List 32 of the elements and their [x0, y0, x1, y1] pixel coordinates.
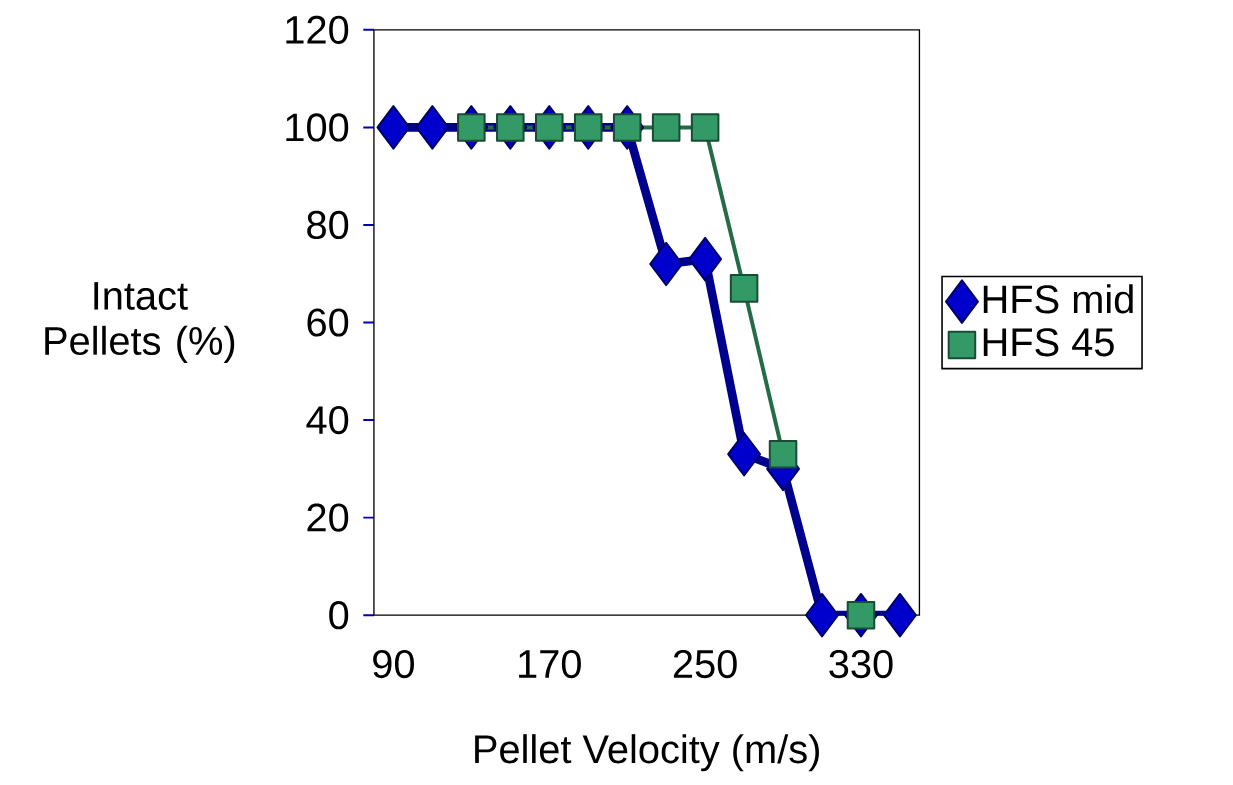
y-tick-label: 20 — [307, 503, 349, 532]
point — [846, 601, 876, 630]
legend-label: HFS mid — [983, 284, 1133, 314]
x-tick-label: 250 — [673, 650, 737, 679]
y-tick-label: 60 — [307, 308, 349, 337]
point — [883, 593, 917, 638]
y-tick-label: 120 — [286, 15, 349, 45]
y-tick-label: 0 — [329, 601, 349, 630]
x-tick-label: 90 — [373, 650, 414, 679]
point — [805, 593, 839, 638]
point — [727, 432, 762, 477]
point — [376, 105, 411, 150]
x-tick-label: 330 — [829, 650, 893, 679]
point — [729, 274, 759, 303]
x-tick-label: 170 — [519, 650, 581, 679]
point — [688, 237, 723, 282]
point — [649, 241, 684, 287]
y-tick-label: 100 — [286, 113, 349, 142]
point — [573, 113, 603, 142]
legend-label: HFS 45 — [983, 328, 1114, 357]
point — [415, 105, 450, 150]
point — [535, 113, 564, 142]
y-tick-label: 40 — [306, 406, 349, 435]
point — [612, 113, 642, 142]
y-axis-title: Intact Pellets (%) — [45, 282, 235, 364]
y-tick-label: 80 — [307, 211, 349, 240]
point — [496, 113, 525, 142]
point — [457, 113, 486, 142]
x-axis-title: Pellet Velocity (m/s) — [475, 734, 819, 772]
point — [768, 440, 798, 469]
point — [690, 113, 720, 142]
point — [651, 113, 681, 142]
